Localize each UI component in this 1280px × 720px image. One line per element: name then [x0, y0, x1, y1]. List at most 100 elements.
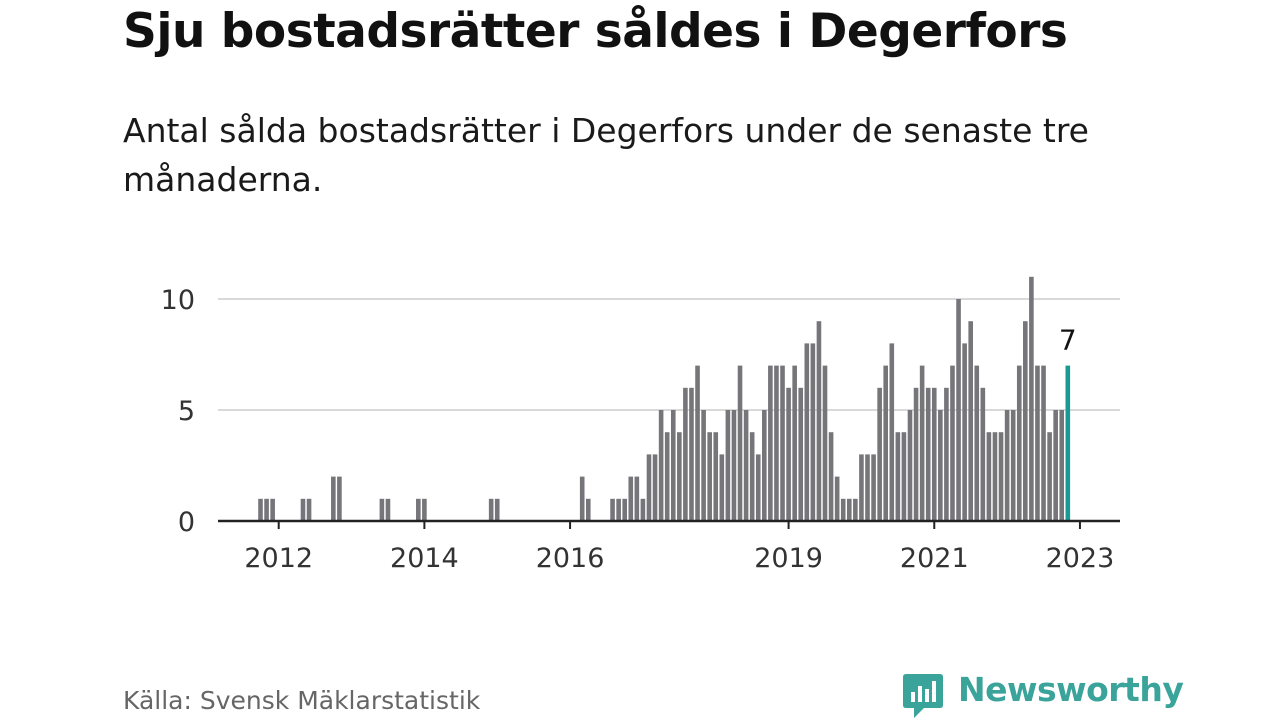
bar	[998, 432, 1004, 521]
bar	[907, 410, 913, 521]
bar	[877, 387, 882, 521]
x-tick-label: 2023	[1046, 543, 1115, 574]
bar	[883, 365, 889, 521]
bar	[755, 454, 761, 521]
bar	[1023, 321, 1028, 521]
bar	[695, 365, 700, 521]
bar	[416, 498, 421, 521]
bar	[677, 432, 682, 521]
bar	[719, 454, 725, 521]
y-axis-ticks: 0 5 10	[161, 285, 195, 538]
bar	[768, 365, 773, 521]
x-tick-label: 2021	[900, 543, 969, 574]
newsworthy-logo-text: Newsworthy	[958, 670, 1184, 709]
bar	[895, 432, 901, 521]
bar	[664, 432, 670, 521]
bar	[337, 476, 342, 521]
bar	[422, 498, 427, 521]
bar	[725, 410, 731, 521]
bar	[264, 498, 269, 521]
bar	[652, 454, 658, 521]
bar	[950, 365, 955, 521]
bar	[840, 498, 846, 521]
bar	[901, 432, 907, 521]
y-tick-label: 5	[178, 396, 195, 427]
y-tick-label: 10	[161, 285, 195, 316]
bar	[774, 365, 779, 521]
highlight-value-label: 7	[1059, 324, 1077, 357]
bar	[980, 387, 986, 521]
bar	[810, 343, 816, 521]
bar	[1016, 365, 1022, 521]
bar	[762, 410, 767, 521]
bar	[1053, 410, 1058, 521]
bar	[689, 387, 694, 521]
bar	[913, 387, 919, 521]
bar	[585, 498, 591, 521]
bar	[658, 410, 664, 521]
bar	[786, 387, 791, 521]
bar	[258, 498, 263, 521]
data-labels: 7	[1059, 324, 1077, 357]
y-tick-label: 0	[178, 507, 195, 538]
bar	[306, 498, 312, 521]
bar	[379, 498, 385, 521]
x-tick-label: 2016	[536, 543, 605, 574]
x-axis-ticks: 2012 2014 2016 2019 2021 2023	[244, 521, 1114, 574]
bar	[816, 321, 822, 521]
bar	[300, 498, 306, 521]
bar	[865, 454, 870, 521]
bar	[385, 498, 391, 521]
bar	[331, 476, 336, 521]
bar	[488, 498, 494, 521]
bar	[871, 454, 876, 521]
bar	[828, 432, 834, 521]
bar	[834, 476, 840, 521]
bar	[780, 365, 785, 521]
bar	[579, 476, 585, 521]
bar	[804, 343, 810, 521]
bar	[992, 432, 998, 521]
bar	[622, 498, 627, 521]
bar	[640, 498, 646, 521]
bar	[701, 410, 706, 521]
bar	[749, 432, 755, 521]
bar	[925, 387, 931, 521]
bar	[974, 365, 980, 521]
bar	[1004, 410, 1010, 521]
x-tick-label: 2019	[754, 543, 823, 574]
bar	[670, 410, 676, 521]
bar	[919, 365, 925, 521]
bar	[859, 454, 864, 521]
bar	[931, 387, 937, 521]
bar	[822, 365, 828, 521]
bars	[258, 276, 1071, 521]
bar	[1029, 276, 1034, 521]
bar	[792, 365, 797, 521]
bar	[646, 454, 652, 521]
bar	[1059, 410, 1065, 521]
x-tick-label: 2014	[390, 543, 459, 574]
bar	[1010, 410, 1016, 521]
bar	[713, 432, 719, 521]
bar-chart: 0 5 10 2012 2014 2016 2019 2021 2023 7	[161, 276, 1120, 574]
bar	[707, 432, 712, 521]
bar	[889, 343, 895, 521]
bar	[683, 387, 688, 521]
chart-subtitle: Antal sålda bostadsrätter i Degerfors un…	[123, 111, 1089, 199]
bar	[938, 410, 943, 521]
bar	[634, 476, 640, 521]
bar	[968, 321, 973, 521]
bar	[270, 498, 275, 521]
bar	[986, 432, 992, 521]
bar-highlight	[1065, 365, 1071, 521]
bar	[846, 498, 852, 521]
bar	[962, 343, 967, 521]
bar	[737, 365, 743, 521]
bar	[743, 410, 749, 521]
chart-title: Sju bostadsrätter såldes i Degerfors	[123, 4, 1068, 59]
bar	[956, 299, 961, 521]
bar	[628, 476, 634, 521]
bar	[798, 387, 804, 521]
bar	[853, 498, 858, 521]
